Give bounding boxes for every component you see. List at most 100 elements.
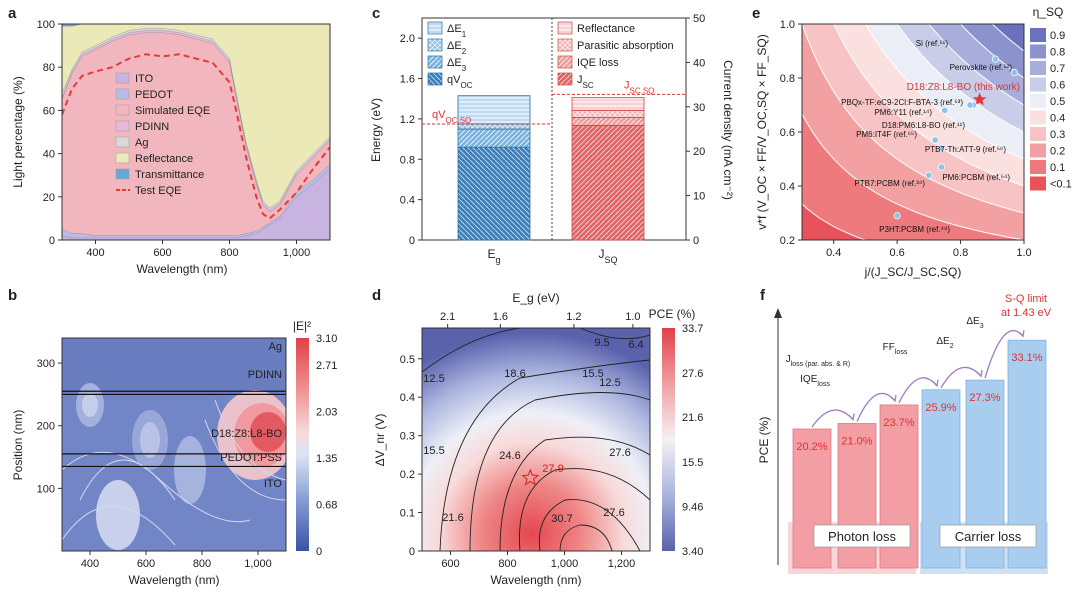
- point-label: PM6:PCBM (ref.⁵⁴): [942, 173, 1010, 182]
- y-axis-label: Light percentage (%): [11, 76, 25, 187]
- legend-label: Reflectance: [577, 23, 635, 35]
- bar-value-label: 25.9%: [925, 402, 956, 414]
- legend-label: Ag: [135, 137, 148, 149]
- panel-f: f PCE (%) 20.2% 21.0% 23.7% 25.9% 27.3% 33.1%…: [757, 287, 1052, 574]
- y-tick-label-left: 0: [409, 235, 415, 247]
- y-tick-label-left: 0.8: [400, 154, 415, 166]
- colorbar-tick-label: 0.1: [1050, 162, 1065, 174]
- bar-segment-energy: [457, 128, 531, 148]
- point-label: PTB7-Th:ATT-9 (ref.⁵⁶): [925, 145, 1006, 154]
- y-tick-label-right: 40: [693, 57, 705, 69]
- bar-value-label: 20.2%: [796, 441, 827, 453]
- legend-label: ΔE2: [447, 40, 467, 56]
- colorbar-swatch: [1030, 94, 1046, 108]
- colorbar-swatch: [1030, 160, 1046, 174]
- y-tick-label: 300: [37, 358, 55, 370]
- contour-line: [519, 468, 650, 551]
- colorbar-tick-label: 3.10: [316, 333, 337, 345]
- legend-label: ΔE1: [447, 23, 467, 39]
- field-lobe: [174, 436, 206, 504]
- step-arrowhead: [976, 370, 983, 378]
- colorbar-label: PCE (%): [649, 307, 696, 321]
- colorbar-tick-label: 2.03: [316, 407, 337, 419]
- x-tick-label: 600: [137, 558, 155, 570]
- contour-line: [469, 392, 650, 551]
- layer-label: D18:Z8:L8-BO: [211, 428, 282, 440]
- contour-line: [538, 499, 641, 551]
- area-stack: [62, 24, 330, 240]
- legend-swatch: [557, 72, 573, 86]
- x-tick-label: 1,000: [244, 558, 272, 570]
- photon-loss-label-box: [813, 524, 911, 548]
- panel-label-d: d: [372, 287, 381, 304]
- legend-swatch: [115, 152, 130, 164]
- y-tick-label: 100: [37, 19, 55, 31]
- step-arrowhead: [932, 379, 939, 388]
- y-tick-label-left: 2.0: [400, 33, 415, 45]
- bar-segment-current: [571, 117, 645, 126]
- axes: 600 800 1,000 1,200 0 0.1 0.2 0.3 0.4 0.5 2.1 1.6 1.…: [400, 311, 641, 570]
- x-tick-label: 800: [220, 247, 238, 259]
- point-label: PBQx-TF:eC9-2Cl:F-BTA-3 (ref.⁵³): [841, 98, 963, 107]
- ref-label-jsc: JSC,SQ: [624, 79, 654, 95]
- colorbar: [662, 328, 675, 551]
- x-axis-label: Wavelength (nm): [491, 573, 582, 587]
- y-tick-label: 0: [49, 235, 55, 247]
- y-tick-label-right: 50: [693, 13, 705, 25]
- x-axis-label: Wavelength (nm): [137, 262, 228, 276]
- contour-label: 30.7: [551, 513, 572, 525]
- field-hotspot-core: [250, 412, 286, 452]
- y-tick-label: 60: [43, 105, 55, 117]
- field-lobe: [96, 480, 140, 550]
- contour-line: [499, 436, 650, 551]
- colorbar-tick-label: 0.9: [1050, 30, 1065, 42]
- device-points: Si (ref.⁵¹) Perovskite (ref.⁵²) D18:Z8:L8-…: [841, 39, 1020, 234]
- legend-label: ΔE3: [447, 57, 467, 73]
- contour-label: 27.6: [603, 507, 624, 519]
- step-label: ΔE2: [936, 336, 953, 350]
- bar-value-label: 21.0%: [841, 435, 872, 447]
- x-category-jsq: JSQ: [598, 247, 617, 265]
- step-label: IQEloss: [800, 374, 830, 388]
- x-tick-label: 1.0: [1016, 247, 1031, 259]
- field-contour: [79, 459, 176, 501]
- point-label: PM6:Y11 (ref.¹⁴): [874, 108, 932, 117]
- point-label: Perovskite (ref.⁵²): [950, 63, 1013, 72]
- colorbar-tick-label: 0.4: [1050, 113, 1065, 125]
- device-point: [893, 212, 901, 220]
- sq-limit-label-2: at 1.43 eV: [1001, 307, 1052, 319]
- axes: 0 0.4 0.8 1.2 1.6 2.0 0 10 20 30 40 50 Eg JSQ: [400, 13, 706, 265]
- y-tick-label: 0.2: [780, 235, 795, 247]
- bar-segment-energy: [457, 95, 531, 125]
- carrier-loss-label-box: [939, 524, 1037, 548]
- optimum-star-marker: [521, 468, 540, 486]
- contour-line: [439, 359, 650, 551]
- colorbar-tick-label: 0.5: [1050, 96, 1065, 108]
- axes: 400 600 800 1,000 100 200 300: [37, 358, 272, 570]
- point-label: D18:PM6:L8-BO (ref.¹¹): [882, 121, 965, 130]
- y-tick-label-right: 30: [693, 102, 705, 114]
- contour-label: 15.5: [423, 445, 444, 457]
- y-tick-label: 0.6: [780, 127, 795, 139]
- contour-line: [559, 524, 613, 551]
- optimum-label: 27.9: [542, 463, 563, 475]
- y-tick-label: 0.4: [780, 181, 795, 193]
- plot-frame: [61, 337, 287, 552]
- area-reflectance: [62, 24, 330, 208]
- y-tick-label-right: 20: [693, 146, 705, 158]
- device-point: [941, 106, 949, 114]
- x-tick-label: 400: [86, 247, 104, 259]
- colorbar-tick-label: 21.6: [682, 412, 703, 424]
- legend-swatch: [427, 38, 443, 52]
- legend-swatch: [115, 136, 130, 148]
- contour-label: 9.5: [594, 337, 609, 349]
- legend-swatch: [115, 72, 130, 84]
- colorbar-tick-label: 33.7: [682, 323, 703, 335]
- y-axis-label-right: Current density (mA cm⁻²): [721, 60, 735, 200]
- panel-label-a: a: [8, 5, 17, 22]
- colorbar-tick-label: 0.6: [1050, 80, 1065, 92]
- x-axis-label: j/(J_SC/J_SC,SQ): [864, 265, 962, 279]
- contour-label: 6.4: [628, 339, 643, 351]
